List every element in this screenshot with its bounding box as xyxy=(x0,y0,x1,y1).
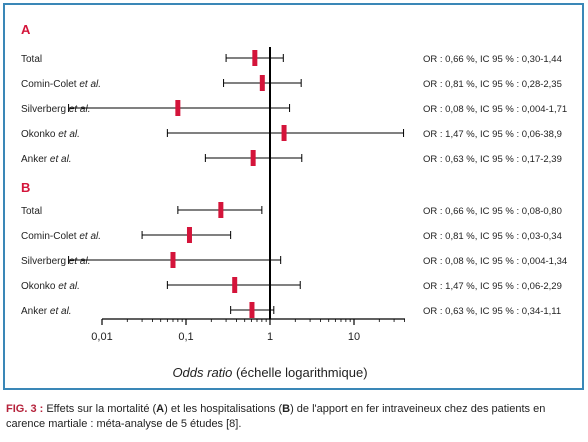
tick-label: 1 xyxy=(267,331,273,343)
or-annotation: OR : 1,47 %, IC 95 % : 0,06-38,9 xyxy=(423,129,562,140)
study-label: Total xyxy=(21,206,42,217)
study-label: Comin-Colet et al. xyxy=(21,231,101,242)
x-axis-label: Odds ratio (échelle logarithmique) xyxy=(172,365,367,380)
or-annotation: OR : 0,81 %, IC 95 % : 0,28-2,35 xyxy=(423,79,562,90)
study-label: Comin-Colet et al. xyxy=(21,79,101,90)
study-label: Total xyxy=(21,54,42,65)
study-label: Anker et al. xyxy=(21,154,72,165)
caption-panel-b: B xyxy=(282,403,291,415)
or-annotation: OR : 0,66 %, IC 95 % : 0,30-1,44 xyxy=(423,54,562,65)
study-label: Silverberg et al. xyxy=(21,256,91,267)
or-annotation: OR : 1,47 %, IC 95 % : 0,06-2,29 xyxy=(423,281,562,292)
or-annotation: OR : 0,66 %, IC 95 % : 0,08-0,80 xyxy=(423,206,562,217)
or-annotation: OR : 0,08 %, IC 95 % : 0,004-1,71 xyxy=(423,104,567,115)
caption-panel-a: A xyxy=(156,403,165,415)
caption-figure-label: FIG. 3 : xyxy=(6,403,44,415)
or-annotation: OR : 0,63 %, IC 95 % : 0,17-2,39 xyxy=(423,154,562,165)
or-annotation: OR : 0,08 %, IC 95 % : 0,004-1,34 xyxy=(423,256,567,267)
or-marker xyxy=(250,150,256,166)
figure-caption: FIG. 3 : Effets sur la mortalité (A) et … xyxy=(6,402,584,432)
study-label: Okonko et al. xyxy=(21,129,80,140)
tick-label: 0,1 xyxy=(178,331,193,343)
or-marker xyxy=(175,100,181,116)
or-annotation: OR : 0,63 %, IC 95 % : 0,34-1,11 xyxy=(423,306,561,317)
caption-text-2: ) et les hospitalisations ( xyxy=(164,403,283,415)
or-marker xyxy=(259,75,265,91)
caption-text-1: Effets sur la mortalité ( xyxy=(43,403,157,415)
tick-label: 0,01 xyxy=(91,331,112,343)
or-annotation: OR : 0,81 %, IC 95 % : 0,03-0,34 xyxy=(423,231,562,242)
caption-text-3: ) de l'apport en fer intraveineux chez d… xyxy=(6,403,546,430)
tick-label: 10 xyxy=(348,331,360,343)
or-marker xyxy=(218,202,224,218)
forest-plot: A Total OR : 0,66 %, IC 95 % : 0,30-1,44 Co… xyxy=(21,22,567,380)
panel-label: B xyxy=(21,180,30,195)
study-label: Okonko et al. xyxy=(21,281,80,292)
or-marker xyxy=(170,252,176,268)
or-marker xyxy=(232,277,238,293)
or-marker xyxy=(281,125,287,141)
study-label: Anker et al. xyxy=(21,306,72,317)
or-marker xyxy=(252,50,258,66)
or-marker xyxy=(249,302,255,318)
or-marker xyxy=(186,227,192,243)
study-label: Silverberg et al. xyxy=(21,104,91,115)
panel-label: A xyxy=(21,22,31,37)
figure-frame: A Total OR : 0,66 %, IC 95 % : 0,30-1,44 Co… xyxy=(3,3,584,390)
